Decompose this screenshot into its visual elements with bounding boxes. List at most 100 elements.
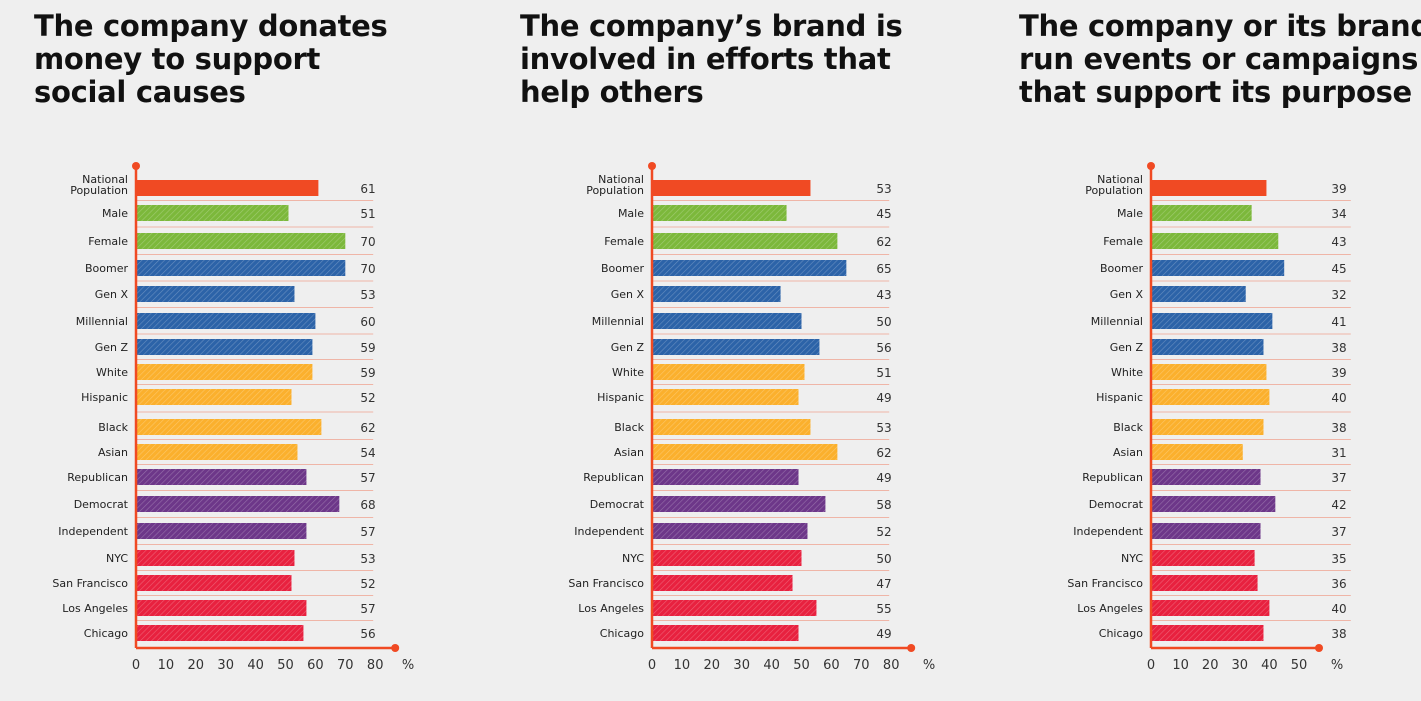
value-label: 52 (876, 525, 891, 539)
category-label: Chicago (84, 627, 128, 640)
category-label: Democrat (1089, 498, 1144, 511)
category-label: National (1097, 173, 1143, 186)
value-label: 53 (876, 182, 891, 196)
value-label: 60 (360, 315, 375, 329)
category-label: White (96, 366, 128, 379)
category-label: Male (1117, 207, 1143, 220)
bar-millennial (652, 313, 802, 329)
bar-los-angeles (136, 600, 307, 616)
category-label: Gen Z (1110, 341, 1144, 354)
value-label: 47 (876, 577, 891, 591)
x-axis-dot (391, 644, 400, 652)
bar-boomer (1151, 260, 1285, 276)
value-label: 55 (876, 602, 891, 616)
category-label: Male (618, 207, 644, 220)
value-label: 36 (1331, 577, 1346, 591)
x-tick-label: 30 (1232, 658, 1249, 673)
category-label: Female (88, 235, 128, 248)
value-label: 51 (360, 207, 375, 221)
chart-3-title-line: The company or its brand (1019, 9, 1421, 43)
value-label: 38 (1331, 627, 1346, 641)
bar-boomer (136, 260, 346, 276)
category-label: Female (604, 235, 644, 248)
category-label: Republican (67, 471, 128, 484)
value-label: 50 (876, 315, 891, 329)
category-label: NYC (1121, 552, 1143, 565)
category-label: Los Angeles (578, 602, 644, 615)
value-label: 37 (1331, 525, 1346, 539)
x-tick-label: 0 (132, 658, 140, 673)
bar-san-francisco (1151, 575, 1258, 591)
category-label: Independent (58, 525, 128, 538)
x-tick-label: 80 (367, 658, 384, 673)
bar-national-population (136, 180, 319, 196)
chart-3-title-line: run events or campaigns (1019, 42, 1419, 76)
x-tick-label: 60 (307, 658, 324, 673)
category-label: NYC (622, 552, 644, 565)
category-label: Male (102, 207, 128, 220)
x-tick-label: 70 (337, 658, 354, 673)
category-label: Gen X (95, 288, 129, 301)
category-label: Asian (614, 446, 644, 459)
value-label: 56 (876, 341, 891, 355)
chart-2-title-line: help others (520, 75, 704, 109)
value-label: 43 (1331, 235, 1346, 249)
value-label: 49 (876, 471, 891, 485)
category-label: National (598, 173, 644, 186)
category-label: San Francisco (52, 577, 128, 590)
bar-chicago (136, 625, 304, 641)
value-label: 35 (1331, 552, 1346, 566)
category-label: Millennial (76, 315, 128, 328)
category-label: NYC (106, 552, 128, 565)
chart-1-title-line: social causes (34, 75, 246, 109)
bar-hispanic (652, 389, 799, 405)
category-label: Republican (1082, 471, 1143, 484)
x-tick-label: 80 (883, 658, 900, 673)
chart-3-title-line: that support its purpose (1019, 75, 1412, 109)
bar-asian (652, 444, 838, 460)
chart-2-title-line: involved in efforts that (520, 42, 891, 76)
chart-panel-3: The company or its brand run events or c… (1019, 0, 1421, 701)
bar-male (1151, 205, 1252, 221)
value-label: 41 (1331, 315, 1346, 329)
x-tick-label: 30 (733, 658, 750, 673)
value-label: 62 (876, 235, 891, 249)
x-tick-label: 50 (277, 658, 294, 673)
category-label: Boomer (85, 262, 128, 275)
chart-2-title: The company’s brand is involved in effor… (520, 10, 903, 109)
bar-female (1151, 233, 1279, 249)
bar-san-francisco (652, 575, 793, 591)
x-tick-label: 10 (1172, 658, 1189, 673)
x-tick-label: 10 (674, 658, 691, 673)
category-label: Hispanic (597, 391, 644, 404)
value-label: 49 (876, 627, 891, 641)
value-label: 53 (360, 288, 375, 302)
category-label: Los Angeles (1077, 602, 1143, 615)
x-tick-label: 70 (853, 658, 870, 673)
value-label: 54 (360, 446, 375, 460)
y-axis-dot (132, 162, 140, 170)
bar-los-angeles (1151, 600, 1270, 616)
bar-female (652, 233, 838, 249)
bar-republican (136, 469, 307, 485)
value-label: 57 (360, 602, 375, 616)
bar-hispanic (136, 389, 292, 405)
bar-male (136, 205, 289, 221)
value-label: 39 (1331, 182, 1346, 196)
category-label: Millennial (1091, 315, 1143, 328)
value-label: 52 (360, 577, 375, 591)
bar-millennial (136, 313, 316, 329)
bar-gen-x (652, 286, 781, 302)
value-label: 45 (876, 207, 891, 221)
bar-black (136, 419, 322, 435)
value-label: 50 (876, 552, 891, 566)
y-axis-dot (648, 162, 656, 170)
x-tick-label: 20 (188, 658, 205, 673)
bar-asian (136, 444, 298, 460)
x-tick-label: 60 (823, 658, 840, 673)
bar-chicago (652, 625, 799, 641)
category-label: Boomer (601, 262, 644, 275)
category-label: Chicago (1099, 627, 1143, 640)
